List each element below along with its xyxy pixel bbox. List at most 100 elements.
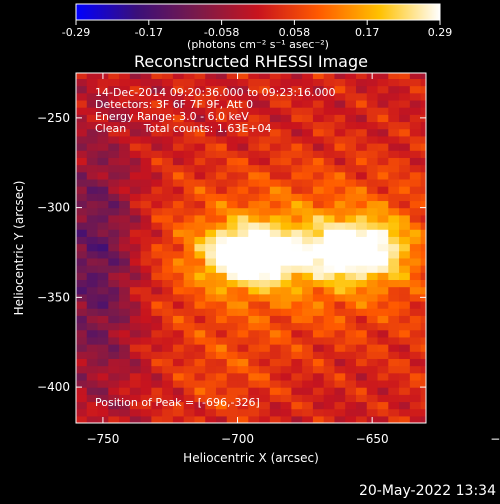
- heatmap-cell: [108, 99, 120, 108]
- heatmap-cell: [140, 150, 152, 158]
- heatmap-cell: [388, 401, 400, 410]
- heatmap-cell: [205, 200, 217, 209]
- heatmap-cell: [280, 73, 292, 79]
- heatmap-cell: [259, 164, 271, 173]
- heatmap-cell: [108, 293, 120, 302]
- heatmap-cell: [323, 351, 336, 359]
- heatmap-cell: [151, 178, 163, 187]
- heatmap-cell: [312, 78, 325, 87]
- heatmap-cell: [237, 329, 249, 338]
- heatmap-cell: [291, 128, 303, 137]
- heatmap-cell: [216, 186, 228, 194]
- heatmap-cell: [280, 387, 292, 395]
- heatmap-cell: [226, 143, 239, 151]
- heatmap-cell: [205, 135, 217, 144]
- heatmap-cell: [205, 78, 217, 87]
- heatmap-cell: [420, 236, 426, 245]
- heatmap-cell: [409, 272, 422, 281]
- heatmap-cell: [194, 272, 206, 281]
- heatmap-cell: [259, 121, 271, 130]
- heatmap-cell: [226, 207, 239, 216]
- heatmap-cell: [237, 221, 249, 230]
- heatmap-cell: [312, 329, 325, 338]
- heatmap-cell: [312, 322, 325, 331]
- heatmap-cell: [86, 308, 99, 316]
- heatmap-cell: [216, 229, 228, 237]
- heatmap-cell: [108, 387, 120, 395]
- heatmap-cell: [259, 300, 271, 309]
- heatmap-cell: [377, 178, 389, 187]
- heatmap-cell: [226, 257, 239, 266]
- heatmap-cell: [377, 351, 389, 359]
- heatmap-cell: [366, 250, 379, 259]
- heatmap-cell: [345, 293, 357, 302]
- heatmap-cell: [216, 92, 228, 101]
- heatmap-cell: [183, 250, 196, 259]
- heatmap-cell: [226, 73, 239, 79]
- heatmap-cell: [119, 387, 131, 395]
- heatmap-cell: [205, 401, 217, 410]
- heatmap-cell: [140, 415, 152, 423]
- heatmap-cell: [366, 186, 379, 194]
- heatmap-cell: [151, 322, 163, 331]
- heatmap-cell: [291, 150, 303, 158]
- heatmap-cell: [291, 257, 303, 266]
- heatmap-cell: [226, 272, 239, 281]
- heatmap-cell: [399, 164, 411, 173]
- heatmap-cell: [216, 401, 228, 410]
- heatmap-cell: [291, 186, 303, 194]
- heatmap-cell: [323, 143, 336, 151]
- heatmap-cell: [151, 329, 163, 338]
- heatmap-cell: [302, 401, 314, 410]
- heatmap-cell: [323, 171, 336, 180]
- heatmap-cell: [323, 344, 336, 352]
- heatmap-cell: [312, 171, 325, 180]
- heatmap-cell: [345, 150, 357, 158]
- heatmap-cell: [205, 308, 217, 316]
- heatmap-cell: [226, 214, 239, 223]
- heatmap-cell: [140, 315, 152, 324]
- heatmap-cell: [183, 229, 196, 237]
- heatmap-cell: [280, 408, 292, 417]
- heatmap-cell: [269, 394, 282, 403]
- heatmap-cell: [409, 293, 422, 302]
- heatmap-cell: [183, 365, 196, 374]
- heatmap-cell: [399, 322, 411, 331]
- heatmap-cell: [248, 243, 260, 252]
- heatmap-cell: [172, 322, 185, 331]
- heatmap-cell: [280, 207, 292, 216]
- heatmap-cell: [420, 157, 426, 166]
- heatmap-cell: [205, 221, 217, 230]
- heatmap-cell: [409, 286, 422, 295]
- y-tick-label: −350: [37, 290, 70, 304]
- heatmap-cell: [205, 408, 217, 417]
- heatmap-cell: [345, 257, 357, 266]
- heatmap-cell: [151, 315, 163, 324]
- heatmap-cell: [97, 315, 109, 324]
- heatmap-cell: [420, 99, 426, 108]
- heatmap-cell: [399, 78, 411, 87]
- heatmap-cell: [269, 257, 282, 266]
- heatmap-cell: [291, 207, 303, 216]
- heatmap-cell: [280, 394, 292, 403]
- heatmap-cell: [108, 308, 120, 316]
- heatmap-cell: [129, 329, 142, 338]
- heatmap-cell: [356, 257, 368, 266]
- heatmap-cell: [366, 128, 379, 137]
- heatmap-cell: [323, 157, 336, 166]
- heatmap-cell: [226, 408, 239, 417]
- heatmap-cell: [334, 272, 346, 281]
- heatmap-cell: [259, 379, 271, 388]
- heatmap-cell: [205, 279, 217, 288]
- heatmap-cell: [280, 365, 292, 374]
- heatmap-cell: [97, 229, 109, 237]
- heatmap-cell: [162, 315, 174, 324]
- heatmap-cell: [97, 92, 109, 101]
- heatmap-cell: [280, 293, 292, 302]
- y-axis-label: Heliocentric Y (arcsec): [12, 181, 26, 316]
- heatmap-cell: [86, 200, 99, 209]
- heatmap-cell: [226, 157, 239, 166]
- heatmap-cell: [356, 236, 368, 245]
- heatmap-cell: [269, 121, 282, 130]
- heatmap-cell: [269, 135, 282, 144]
